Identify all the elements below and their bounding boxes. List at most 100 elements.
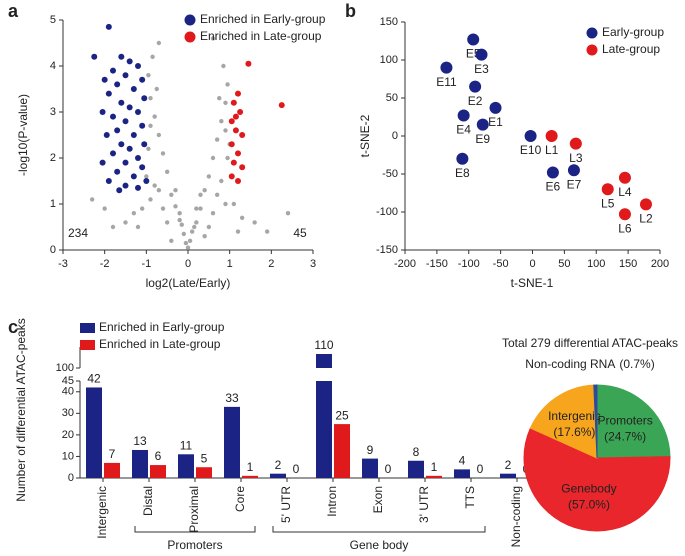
- group-label: Gene body: [350, 538, 409, 552]
- y-tick-label: 100: [380, 54, 398, 66]
- slice-label: Non-coding RNA: [525, 357, 615, 371]
- legend-label: Enriched in Early-group: [200, 12, 326, 26]
- slice-label: Intergenic: [548, 409, 601, 423]
- bar: [362, 458, 378, 478]
- y-tick-label: -50: [382, 168, 398, 180]
- point: [118, 141, 125, 148]
- point: [221, 63, 226, 69]
- point: [160, 151, 166, 156]
- x-tick-label: Distal: [141, 486, 155, 516]
- point: [144, 174, 149, 179]
- bar: [224, 406, 240, 478]
- bar: [150, 465, 166, 478]
- slice-label: Promoters: [597, 414, 652, 428]
- legend-label: Late-group: [602, 42, 660, 56]
- point: [139, 206, 145, 211]
- legend-label: Early-group: [602, 25, 664, 39]
- x-tick-label: -3: [58, 258, 68, 270]
- point: [173, 188, 178, 193]
- point: [89, 197, 95, 202]
- point: [278, 102, 285, 109]
- point: [105, 178, 112, 184]
- y-tick-label: 20: [62, 429, 74, 441]
- y-axis-label: -log10(P-value): [16, 94, 30, 176]
- x-tick-label: TTS: [463, 486, 477, 509]
- point: [148, 96, 153, 101]
- point: [148, 123, 153, 128]
- point: [231, 201, 237, 207]
- point: [456, 152, 469, 165]
- point: [202, 188, 207, 193]
- point-label: L5: [601, 196, 615, 210]
- x-tick-label: Non-coding: [509, 486, 523, 547]
- point: [150, 54, 155, 59]
- point: [228, 141, 235, 148]
- point: [198, 206, 203, 211]
- point: [187, 238, 193, 243]
- point: [217, 96, 222, 101]
- point: [114, 127, 121, 134]
- x-axis-label: log2(Late/Early): [146, 276, 231, 290]
- x-tick-label: Core: [233, 486, 247, 512]
- point-label: E4: [456, 123, 471, 137]
- x-tick-label: -200: [394, 258, 416, 270]
- bar: [178, 454, 194, 478]
- value-label: 11: [180, 438, 193, 452]
- point: [476, 118, 489, 131]
- value-label: 33: [225, 391, 239, 405]
- point: [185, 245, 191, 250]
- point: [252, 220, 257, 225]
- point: [116, 187, 123, 194]
- pie-title: Total 279 differential ATAC-peaks: [502, 336, 678, 350]
- point: [114, 81, 121, 88]
- panel-letter: c: [8, 317, 18, 337]
- x-tick-label: -150: [426, 258, 448, 270]
- panel-letter: b: [345, 1, 356, 21]
- point: [110, 224, 116, 230]
- point: [118, 53, 125, 60]
- x-tick-label: 0: [185, 258, 191, 270]
- y-tick-label: 0: [50, 244, 56, 256]
- pie-slice: [593, 384, 598, 459]
- point: [223, 128, 228, 133]
- point: [232, 127, 239, 134]
- legend-swatch: [80, 340, 95, 350]
- point: [179, 222, 184, 227]
- point-label: E3: [474, 62, 489, 76]
- point: [130, 132, 137, 138]
- pie-slice: [529, 384, 598, 459]
- point: [169, 192, 174, 197]
- point: [223, 100, 228, 106]
- point: [126, 58, 133, 65]
- bar: [500, 473, 516, 478]
- slice-value: (24.7%): [604, 430, 646, 444]
- point: [122, 72, 129, 79]
- slice-value: (0.7%): [619, 357, 654, 371]
- point: [192, 224, 197, 230]
- point: [489, 101, 502, 114]
- annotation: 45: [293, 226, 307, 240]
- x-tick-label: 100: [587, 258, 605, 270]
- point: [105, 90, 112, 97]
- bar: [196, 467, 212, 478]
- value-label: 13: [133, 434, 147, 448]
- group-bracket: [272, 526, 486, 533]
- y-tick-label: 45: [62, 375, 74, 387]
- bar: [454, 469, 470, 478]
- bar: [334, 424, 350, 478]
- point: [139, 164, 146, 171]
- point: [469, 80, 482, 93]
- point: [173, 204, 178, 209]
- y-tick-label: 3: [50, 106, 56, 118]
- y-tick-label: 4: [50, 60, 56, 72]
- point: [156, 132, 162, 138]
- x-tick-label: 3' UTR: [417, 486, 431, 523]
- value-label: 1: [431, 460, 438, 474]
- bar: [408, 460, 424, 478]
- x-tick-label: -2: [100, 258, 110, 270]
- x-tick-label: -50: [493, 258, 509, 270]
- point: [264, 229, 270, 234]
- point: [141, 95, 148, 102]
- y-tick-label: -100: [376, 206, 398, 218]
